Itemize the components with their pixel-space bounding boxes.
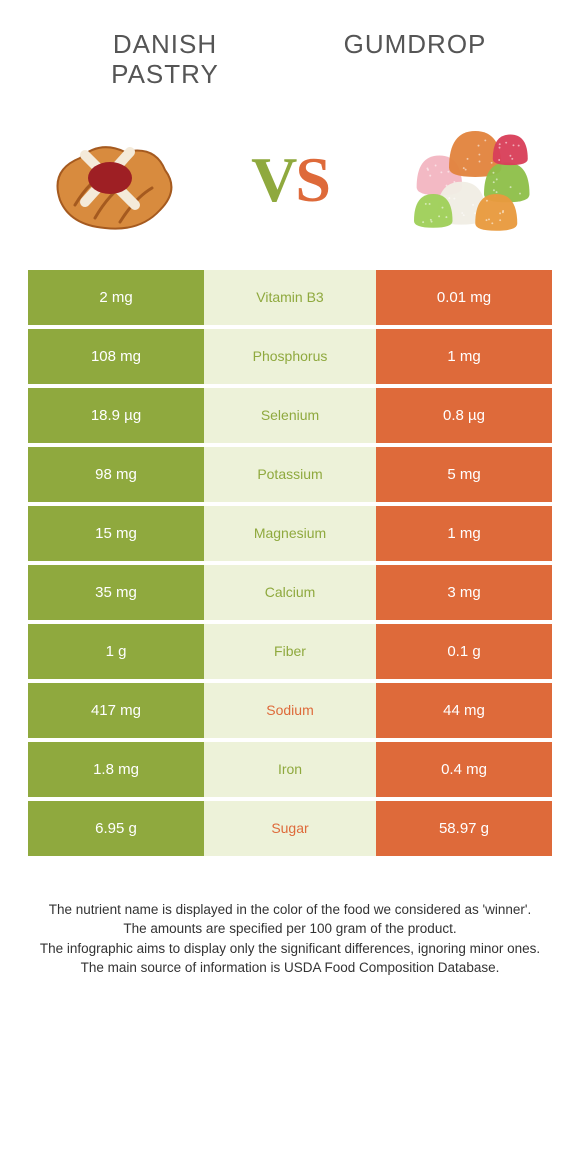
nutrient-label: Vitamin B3 [204, 270, 376, 325]
table-row: 1.8 mgIron0.4 mg [28, 742, 552, 797]
vs-label: VS [251, 143, 329, 217]
left-value: 98 mg [28, 447, 204, 502]
left-value: 35 mg [28, 565, 204, 620]
nutrient-label: Phosphorus [204, 329, 376, 384]
right-value: 1 mg [376, 329, 552, 384]
left-value: 1.8 mg [28, 742, 204, 797]
right-value: 0.01 mg [376, 270, 552, 325]
danish-pastry-icon [30, 110, 190, 250]
left-value: 2 mg [28, 270, 204, 325]
right-value: 44 mg [376, 683, 552, 738]
left-title-line1: DANISH [113, 29, 217, 59]
nutrient-table: 2 mgVitamin B30.01 mg108 mgPhosphorus1 m… [0, 270, 580, 856]
footer-notes: The nutrient name is displayed in the co… [0, 860, 580, 978]
footer-line-2: The amounts are specified per 100 gram o… [30, 919, 550, 939]
vs-v: V [251, 144, 295, 215]
right-value: 58.97 g [376, 801, 552, 856]
left-value: 18.9 µg [28, 388, 204, 443]
footer-line-1: The nutrient name is displayed in the co… [30, 900, 550, 920]
table-row: 417 mgSodium44 mg [28, 683, 552, 738]
right-value: 5 mg [376, 447, 552, 502]
nutrient-label: Fiber [204, 624, 376, 679]
header: DANISH PASTRY GUMDROP [0, 0, 580, 100]
table-row: 35 mgCalcium3 mg [28, 565, 552, 620]
table-row: 18.9 µgSelenium0.8 µg [28, 388, 552, 443]
table-row: 98 mgPotassium5 mg [28, 447, 552, 502]
left-value: 417 mg [28, 683, 204, 738]
gumdrops-icon [390, 110, 550, 250]
table-row: 15 mgMagnesium1 mg [28, 506, 552, 561]
left-food-title: DANISH PASTRY [40, 30, 290, 90]
left-value: 1 g [28, 624, 204, 679]
footer-line-4: The main source of information is USDA F… [30, 958, 550, 978]
right-value: 0.8 µg [376, 388, 552, 443]
left-value: 6.95 g [28, 801, 204, 856]
nutrient-label: Iron [204, 742, 376, 797]
left-value: 108 mg [28, 329, 204, 384]
right-value: 0.1 g [376, 624, 552, 679]
nutrient-label: Potassium [204, 447, 376, 502]
right-value: 1 mg [376, 506, 552, 561]
right-value: 3 mg [376, 565, 552, 620]
right-title: GUMDROP [344, 30, 487, 60]
table-row: 2 mgVitamin B30.01 mg [28, 270, 552, 325]
vs-s: S [295, 144, 329, 215]
nutrient-label: Sodium [204, 683, 376, 738]
table-row: 6.95 gSugar58.97 g [28, 801, 552, 856]
table-row: 108 mgPhosphorus1 mg [28, 329, 552, 384]
nutrient-label: Magnesium [204, 506, 376, 561]
right-food-title: GUMDROP [290, 30, 540, 60]
left-title-line2: PASTRY [111, 59, 219, 89]
footer-line-3: The infographic aims to display only the… [30, 939, 550, 959]
nutrient-label: Calcium [204, 565, 376, 620]
table-row: 1 gFiber0.1 g [28, 624, 552, 679]
images-row: VS [0, 100, 580, 270]
left-value: 15 mg [28, 506, 204, 561]
right-value: 0.4 mg [376, 742, 552, 797]
left-food-image [30, 110, 190, 250]
nutrient-label: Sugar [204, 801, 376, 856]
nutrient-label: Selenium [204, 388, 376, 443]
right-food-image [390, 110, 550, 250]
